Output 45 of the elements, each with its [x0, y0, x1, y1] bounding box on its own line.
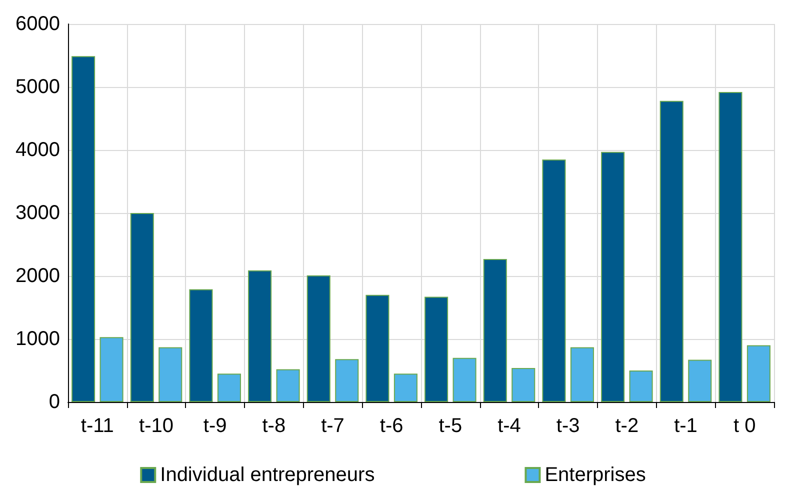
legend-label: Individual entrepreneurs: [160, 464, 375, 486]
x-tick-label: t 0: [733, 415, 756, 437]
x-tick-label: t-9: [203, 415, 227, 437]
x-tick-label: t-1: [674, 415, 698, 437]
y-tick-label: 6000: [16, 13, 60, 35]
bar: [394, 374, 418, 402]
y-tick-label: 2000: [16, 265, 60, 287]
bar: [248, 270, 272, 402]
x-tick-label: t-7: [321, 415, 344, 437]
x-tick-label: t-8: [262, 415, 286, 437]
bar: [276, 369, 300, 402]
bar: [366, 294, 390, 402]
bar: [335, 359, 359, 402]
bar: [130, 213, 154, 402]
bar: [660, 100, 684, 402]
bar: [542, 159, 566, 402]
bar: [512, 368, 536, 402]
x-tick-label: t-3: [556, 415, 580, 437]
y-tick-label: 3000: [16, 202, 60, 224]
y-tick-label: 4000: [16, 139, 60, 161]
x-tick-label: t-10: [139, 415, 174, 437]
x-tick-label: t-4: [498, 415, 521, 437]
y-tick-label: 0: [48, 391, 60, 413]
bar: [483, 258, 507, 402]
bar: [217, 374, 241, 402]
x-tick-label: t-6: [380, 415, 404, 437]
bar: [629, 370, 653, 402]
bar: [688, 360, 712, 402]
y-tick-label: 5000: [16, 76, 60, 98]
bar: [452, 358, 476, 402]
bar: [601, 152, 625, 402]
bar: [189, 289, 213, 402]
bar: [424, 296, 448, 402]
x-tick-label: t-2: [615, 415, 639, 437]
bar: [158, 347, 182, 402]
x-tick-label: t-5: [438, 415, 462, 437]
bar: [718, 92, 742, 402]
bar: [570, 347, 594, 402]
bar: [306, 275, 330, 402]
legend-label: Enterprises: [544, 464, 646, 486]
bar: [100, 337, 124, 402]
bar: [746, 345, 770, 402]
x-tick-label: t-11: [80, 415, 114, 437]
bar: [72, 56, 96, 402]
y-tick-label: 1000: [16, 328, 60, 350]
